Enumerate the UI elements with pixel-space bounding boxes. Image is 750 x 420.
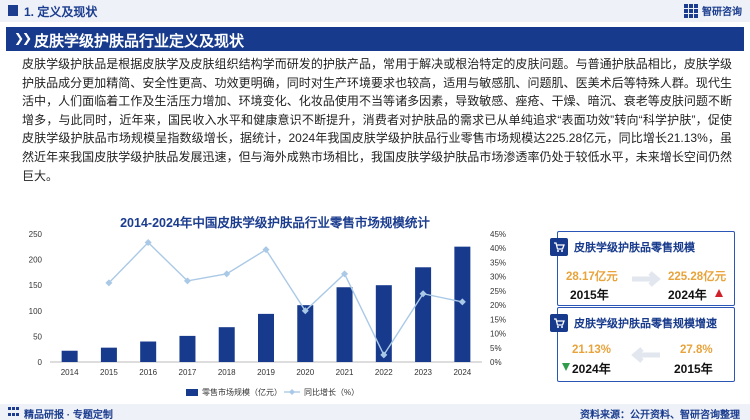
- card-header: 皮肤学级护肤品零售规模: [550, 237, 736, 257]
- page-banner: ❯❯ 皮肤学级护肤品行业定义及现状: [6, 27, 744, 51]
- y-left-tick-label: 250: [29, 230, 43, 239]
- footer-logo-icon: [8, 407, 20, 417]
- intro-paragraph: 皮肤学级护肤品是根据皮肤学及皮肤组织结构学而研发的护肤产品，常用于解决或根治特定…: [22, 57, 732, 183]
- arrow-right-icon: [632, 271, 661, 287]
- footer-source: 资料来源：公开资料、智研咨询整理: [580, 410, 740, 420]
- card-left-value: 28.17亿元: [566, 271, 618, 283]
- card-left-year: 2024年: [572, 362, 611, 376]
- bar-2020: [297, 305, 314, 362]
- section-title: 1. 定义及现状: [24, 5, 98, 19]
- card-title: 皮肤学级护肤品零售规模增速: [574, 318, 717, 330]
- growth-point-2024: [458, 298, 466, 306]
- legend-line-marker: [289, 389, 295, 395]
- card-right-value: 27.8%: [680, 344, 713, 356]
- y-right-tick-label: 45%: [490, 230, 506, 239]
- card-right-year: 2024年: [668, 288, 707, 302]
- x-tick-label: 2020: [296, 368, 314, 377]
- bar-2016: [140, 341, 157, 362]
- legend-bar-swatch: [186, 389, 198, 396]
- brand-logo: 智研咨询: [684, 3, 742, 18]
- section-marker: [8, 5, 18, 16]
- y-right-tick-label: 40%: [490, 244, 506, 253]
- chart-title: 2014-2024年中国皮肤学级护肤品行业零售市场规模统计: [120, 216, 430, 230]
- legend-line-label: 同比增长（%）: [304, 387, 359, 397]
- market-size-chart: 0 50 100 150 200 250 0% 5% 10% 15% 20% 25% 30% 35% 40%…: [29, 230, 506, 397]
- y-left-tick-label: 0: [38, 358, 43, 367]
- x-tick-label: 2023: [414, 368, 432, 377]
- card-right-year: 2015年: [674, 362, 713, 376]
- growth-point-2016: [144, 239, 152, 247]
- x-tick-label: 2022: [375, 368, 393, 377]
- x-tick-label: 2016: [139, 368, 157, 377]
- legend-bar-label: 零售市场规模（亿元）: [202, 387, 282, 397]
- card-title: 皮肤学级护肤品零售规模: [574, 242, 695, 254]
- bar-2014: [61, 350, 78, 362]
- x-tick-label: 2024: [453, 368, 471, 377]
- card-left-value: 21.13%: [572, 344, 612, 356]
- y-left-tick-label: 100: [29, 307, 43, 316]
- card-right-value: 225.28亿元: [668, 271, 727, 283]
- x-tick-label: 2017: [179, 368, 197, 377]
- y-left-tick-label: 150: [29, 281, 43, 290]
- cart-icon: [550, 314, 568, 332]
- card-left-year: 2015年: [570, 288, 609, 302]
- top-bar: 1. 定义及现状 智研咨询: [0, 0, 750, 22]
- y-right-tick-label: 30%: [490, 273, 506, 282]
- x-tick-label: 2014: [61, 368, 79, 377]
- bar-2015: [100, 347, 117, 362]
- page-title: 皮肤学级护肤品行业定义及现状: [34, 33, 245, 50]
- y-left-tick-label: 50: [33, 332, 42, 341]
- footer-slogan: 精品研报 · 专题定制: [24, 410, 113, 420]
- growth-point-2021: [341, 270, 349, 278]
- bar-2017: [179, 335, 196, 362]
- cart-icon: [550, 238, 568, 256]
- y-right-tick-label: 0%: [490, 358, 502, 367]
- growth-point-2015: [105, 279, 113, 287]
- growth-point-2017: [183, 277, 191, 285]
- growth-rate-card: 皮肤学级护肤品零售规模增速 21.13% 2024年 27.8% 2015年: [550, 307, 736, 382]
- y-right-tick-label: 20%: [490, 301, 506, 310]
- growth-point-2018: [223, 270, 231, 278]
- brand-logo-icon: [684, 3, 698, 18]
- y-right-tick-label: 10%: [490, 330, 506, 339]
- growth-line: [108, 241, 463, 357]
- bar-2023: [415, 267, 432, 362]
- growth-point-2019: [262, 246, 270, 254]
- y-right-tick-label: 5%: [490, 344, 502, 353]
- x-tick-label: 2018: [218, 368, 236, 377]
- growth-point-2022: [380, 351, 388, 359]
- bar-2018: [218, 327, 235, 362]
- bar-2021: [336, 287, 353, 362]
- y-right-tick-label: 15%: [490, 315, 506, 324]
- bar-2022: [375, 285, 392, 362]
- footer-bar: 精品研报 · 专题定制 资料来源：公开资料、智研咨询整理: [0, 404, 750, 420]
- growth-point-2020: [301, 307, 309, 315]
- arrow-left-icon: [631, 347, 660, 363]
- brand-name: 智研咨询: [702, 7, 742, 18]
- x-tick-label: 2021: [336, 368, 354, 377]
- y-right-tick-label: 25%: [490, 287, 506, 296]
- x-tick-label: 2015: [100, 368, 118, 377]
- growth-point-2023: [419, 290, 427, 298]
- x-tick-label: 2019: [257, 368, 275, 377]
- trend-up-icon: [715, 289, 723, 297]
- retail-size-card: 皮肤学级护肤品零售规模 28.17亿元 2015年 225.28亿元 2024年: [550, 231, 736, 306]
- y-left-tick-label: 200: [29, 256, 43, 265]
- trend-down-icon: [562, 363, 570, 371]
- card-header: 皮肤学级护肤品零售规模增速: [550, 313, 736, 333]
- double-chevron-icon: ❯❯: [14, 31, 32, 45]
- y-right-tick-label: 35%: [490, 258, 506, 267]
- bar-2019: [258, 313, 274, 362]
